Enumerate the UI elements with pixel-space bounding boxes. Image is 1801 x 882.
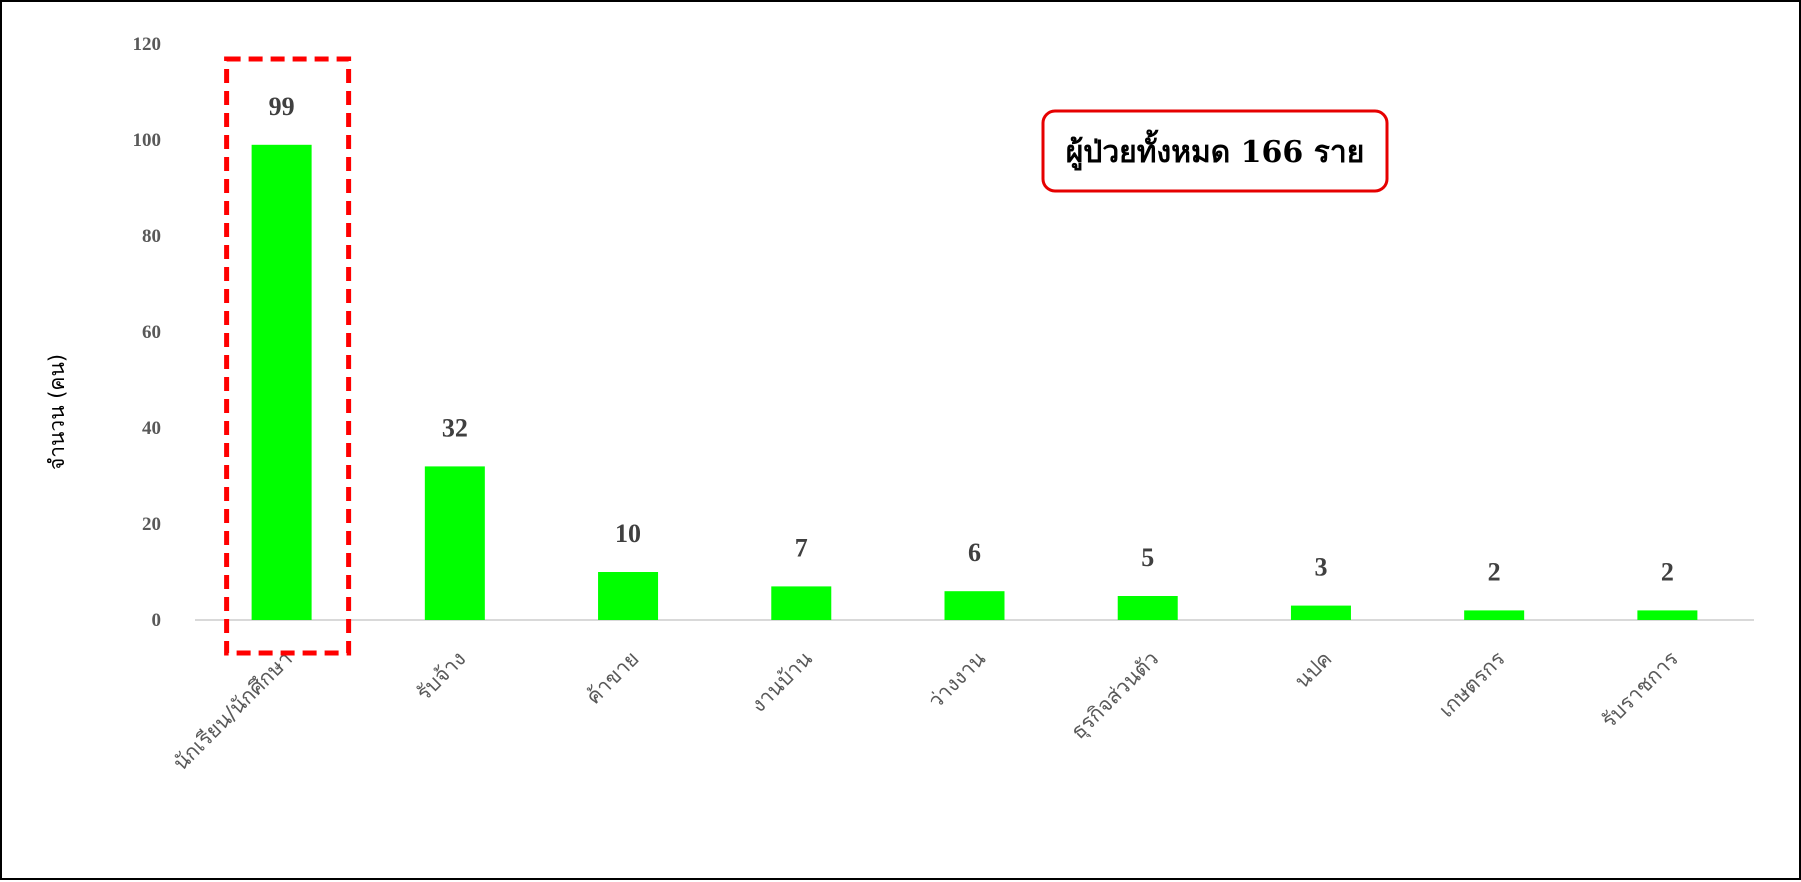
bar [1637,610,1698,620]
y-axis-ticks: 0 20 40 60 80 100 120 [133,34,162,631]
bar [598,572,659,620]
data-label: 99 [269,92,295,121]
data-label: 2 [1488,557,1501,586]
y-tick-label: 0 [152,610,162,631]
data-label: 7 [795,533,808,562]
y-tick-label: 80 [142,226,161,247]
data-label: 6 [968,538,981,567]
bar [424,466,485,620]
bar [1464,610,1525,620]
y-tick-label: 120 [133,34,162,55]
annotation-text: ผู้ป่วยทั้งหมด 166 ราย [1066,129,1365,171]
bar [944,591,1005,620]
bar [251,144,312,621]
bar [771,586,832,620]
y-tick-label: 100 [133,130,162,151]
y-tick-label: 20 [142,514,161,535]
annotation-box [1041,109,1389,193]
total-annotation: ผู้ป่วยทั้งหมด 166 ราย [1041,109,1389,193]
category-label: นักเรียน/นักศึกษา [168,647,297,776]
category-label: ธุรกิจส่วนตัว [1066,647,1164,745]
category-label: งานบ้าน [746,647,817,718]
data-label: 10 [615,519,641,548]
bar [1117,596,1178,620]
highlight-box [224,56,352,656]
category-label: เกษตรกร [1434,647,1509,722]
category-label: ว่างงาน [923,647,990,714]
data-label: 32 [442,413,468,442]
bar [1290,605,1351,620]
y-tick-label: 40 [142,418,161,439]
data-label: 5 [1141,543,1154,572]
category-label: รับจ้าง [412,647,471,706]
y-tick-label: 60 [142,322,161,343]
category-label: ค้าขาย [581,647,643,709]
category-label: รับราชการ [1597,647,1683,733]
y-axis-title: จำนวน (คน) [45,354,69,470]
data-label: 2 [1661,557,1674,586]
category-label: นปค [1290,647,1336,693]
bars [251,144,1698,621]
data-label: 3 [1314,553,1327,582]
category-labels: นักเรียน/นักศึกษา รับจ้าง ค้าขาย งานบ้าน ว่า… [168,647,1682,776]
